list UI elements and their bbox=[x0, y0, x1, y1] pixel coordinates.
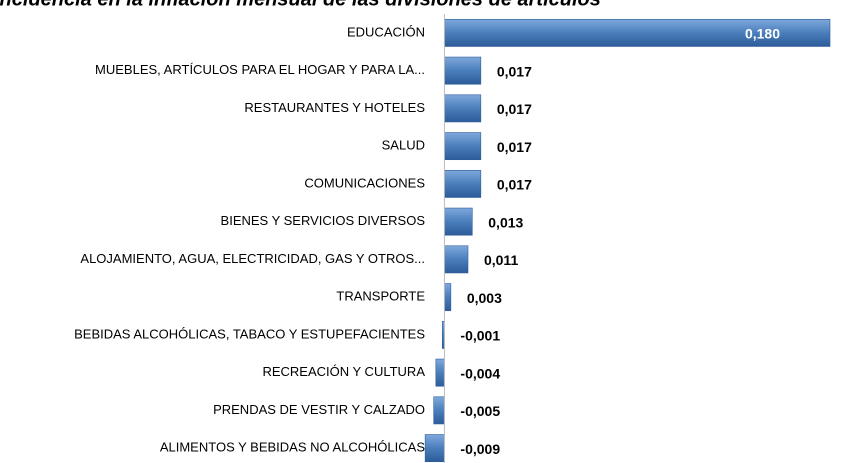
bar bbox=[424, 434, 445, 463]
y-tick-label: EDUCACIÓN bbox=[347, 24, 425, 39]
y-tick-label: COMUNICACIONES bbox=[304, 175, 425, 190]
value-label: 0,003 bbox=[467, 290, 502, 306]
bar bbox=[444, 56, 482, 85]
y-tick-label: ALIMENTOS Y BEBIDAS NO ALCOHÓLICAS bbox=[160, 440, 425, 455]
value-label: 0,013 bbox=[488, 214, 523, 230]
y-tick-label: MUEBLES, ARTÍCULOS PARA EL HOGAR Y PARA … bbox=[95, 62, 425, 77]
value-label: -0,004 bbox=[460, 365, 500, 381]
bar bbox=[435, 358, 445, 387]
bar bbox=[444, 283, 452, 312]
value-label: 0,180 bbox=[745, 26, 780, 42]
y-tick-label: BEBIDAS ALCOHÓLICAS, TABACO Y ESTUPEFACI… bbox=[74, 326, 425, 341]
y-tick-label: RECREACIÓN Y CULTURA bbox=[262, 364, 425, 379]
y-tick-label: RESTAURANTES Y HOTELES bbox=[244, 100, 425, 115]
y-tick-label: PRENDAS DE VESTIR Y CALZADO bbox=[213, 402, 425, 417]
bar bbox=[444, 169, 482, 198]
bar bbox=[433, 396, 445, 425]
value-label: 0,017 bbox=[497, 101, 532, 117]
bar bbox=[444, 94, 482, 123]
value-label: -0,009 bbox=[460, 441, 500, 457]
bar bbox=[444, 207, 473, 236]
value-label: 0,017 bbox=[497, 177, 532, 193]
bar bbox=[444, 132, 482, 161]
value-label: -0,005 bbox=[460, 403, 500, 419]
bar bbox=[444, 18, 831, 47]
value-label: 0,017 bbox=[497, 63, 532, 79]
bar bbox=[444, 245, 469, 274]
y-tick-label: ALOJAMIENTO, AGUA, ELECTRICIDAD, GAS Y O… bbox=[80, 251, 425, 266]
chart-title: Incidencia en la inflación mensual de la… bbox=[0, 0, 601, 10]
value-label: -0,001 bbox=[460, 328, 500, 344]
y-tick-label: BIENES Y SERVICIOS DIVERSOS bbox=[221, 213, 426, 228]
y-tick-label: TRANSPORTE bbox=[336, 289, 425, 304]
value-label: 0,011 bbox=[484, 252, 518, 268]
value-label: 0,017 bbox=[497, 139, 532, 155]
y-tick-label: SALUD bbox=[382, 138, 425, 153]
